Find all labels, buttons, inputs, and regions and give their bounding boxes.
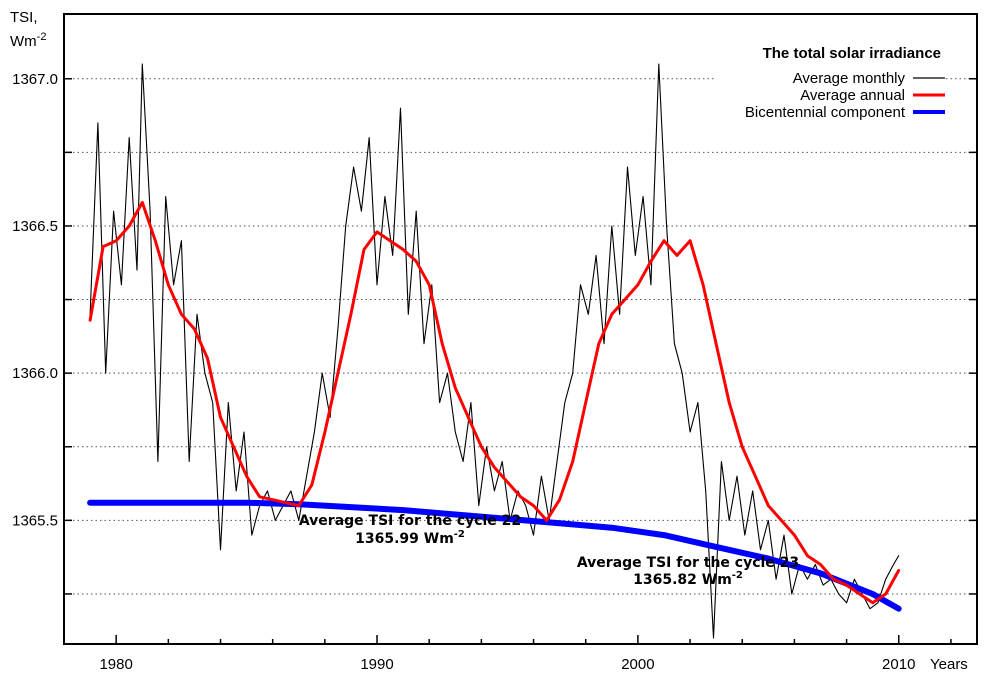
y-axis-label-line1: TSI, xyxy=(10,9,38,26)
annotation-cycle-22: Average TSI for the cycle 22 1365.99 Wm-… xyxy=(299,513,521,547)
y-tick-labels: 1365.5 1366.0 1366.5 1367.0 xyxy=(12,71,58,530)
series-layer xyxy=(87,63,902,639)
annotation-cycle-23-value: 1365.82 Wm-2 xyxy=(633,570,743,588)
plot-frame xyxy=(63,13,978,645)
x-tick-label: 2000 xyxy=(621,656,654,673)
legend-label-monthly: Average monthly xyxy=(793,70,906,87)
series-bicentennial xyxy=(87,499,902,612)
x-tick-label: 1990 xyxy=(360,656,393,673)
axis-ticks xyxy=(64,78,977,644)
legend-label-bicentennial: Bicentennial component xyxy=(745,104,906,121)
series-annual xyxy=(88,200,901,605)
x-tick-labels: 1980 1990 2000 2010 xyxy=(99,656,915,673)
y-tick-label: 1366.5 xyxy=(12,218,58,235)
legend-label-annual: Average annual xyxy=(800,87,905,104)
x-tick-label: 1980 xyxy=(99,656,132,673)
x-axis-label: Years xyxy=(930,656,968,673)
annotation-cycle-22-value: 1365.99 Wm-2 xyxy=(355,529,465,547)
legend-title: The total solar irradiance xyxy=(763,45,941,62)
y-tick-label: 1366.0 xyxy=(12,365,58,382)
legend: The total solar irradiance Average month… xyxy=(715,40,945,126)
x-tick-label: 2010 xyxy=(882,656,915,673)
y-tick-label: 1365.5 xyxy=(12,512,58,529)
y-axis-label-line2: Wm-2 xyxy=(10,31,46,50)
annotation-cycle-23: Average TSI for the cycle 23 1365.82 Wm-… xyxy=(577,555,799,588)
legend-background xyxy=(715,40,945,126)
annotation-cycle-23-title: Average TSI for the cycle 23 xyxy=(577,555,799,571)
annotation-cycle-22-title: Average TSI for the cycle 22 xyxy=(299,513,521,529)
y-tick-label: 1367.0 xyxy=(12,71,58,88)
